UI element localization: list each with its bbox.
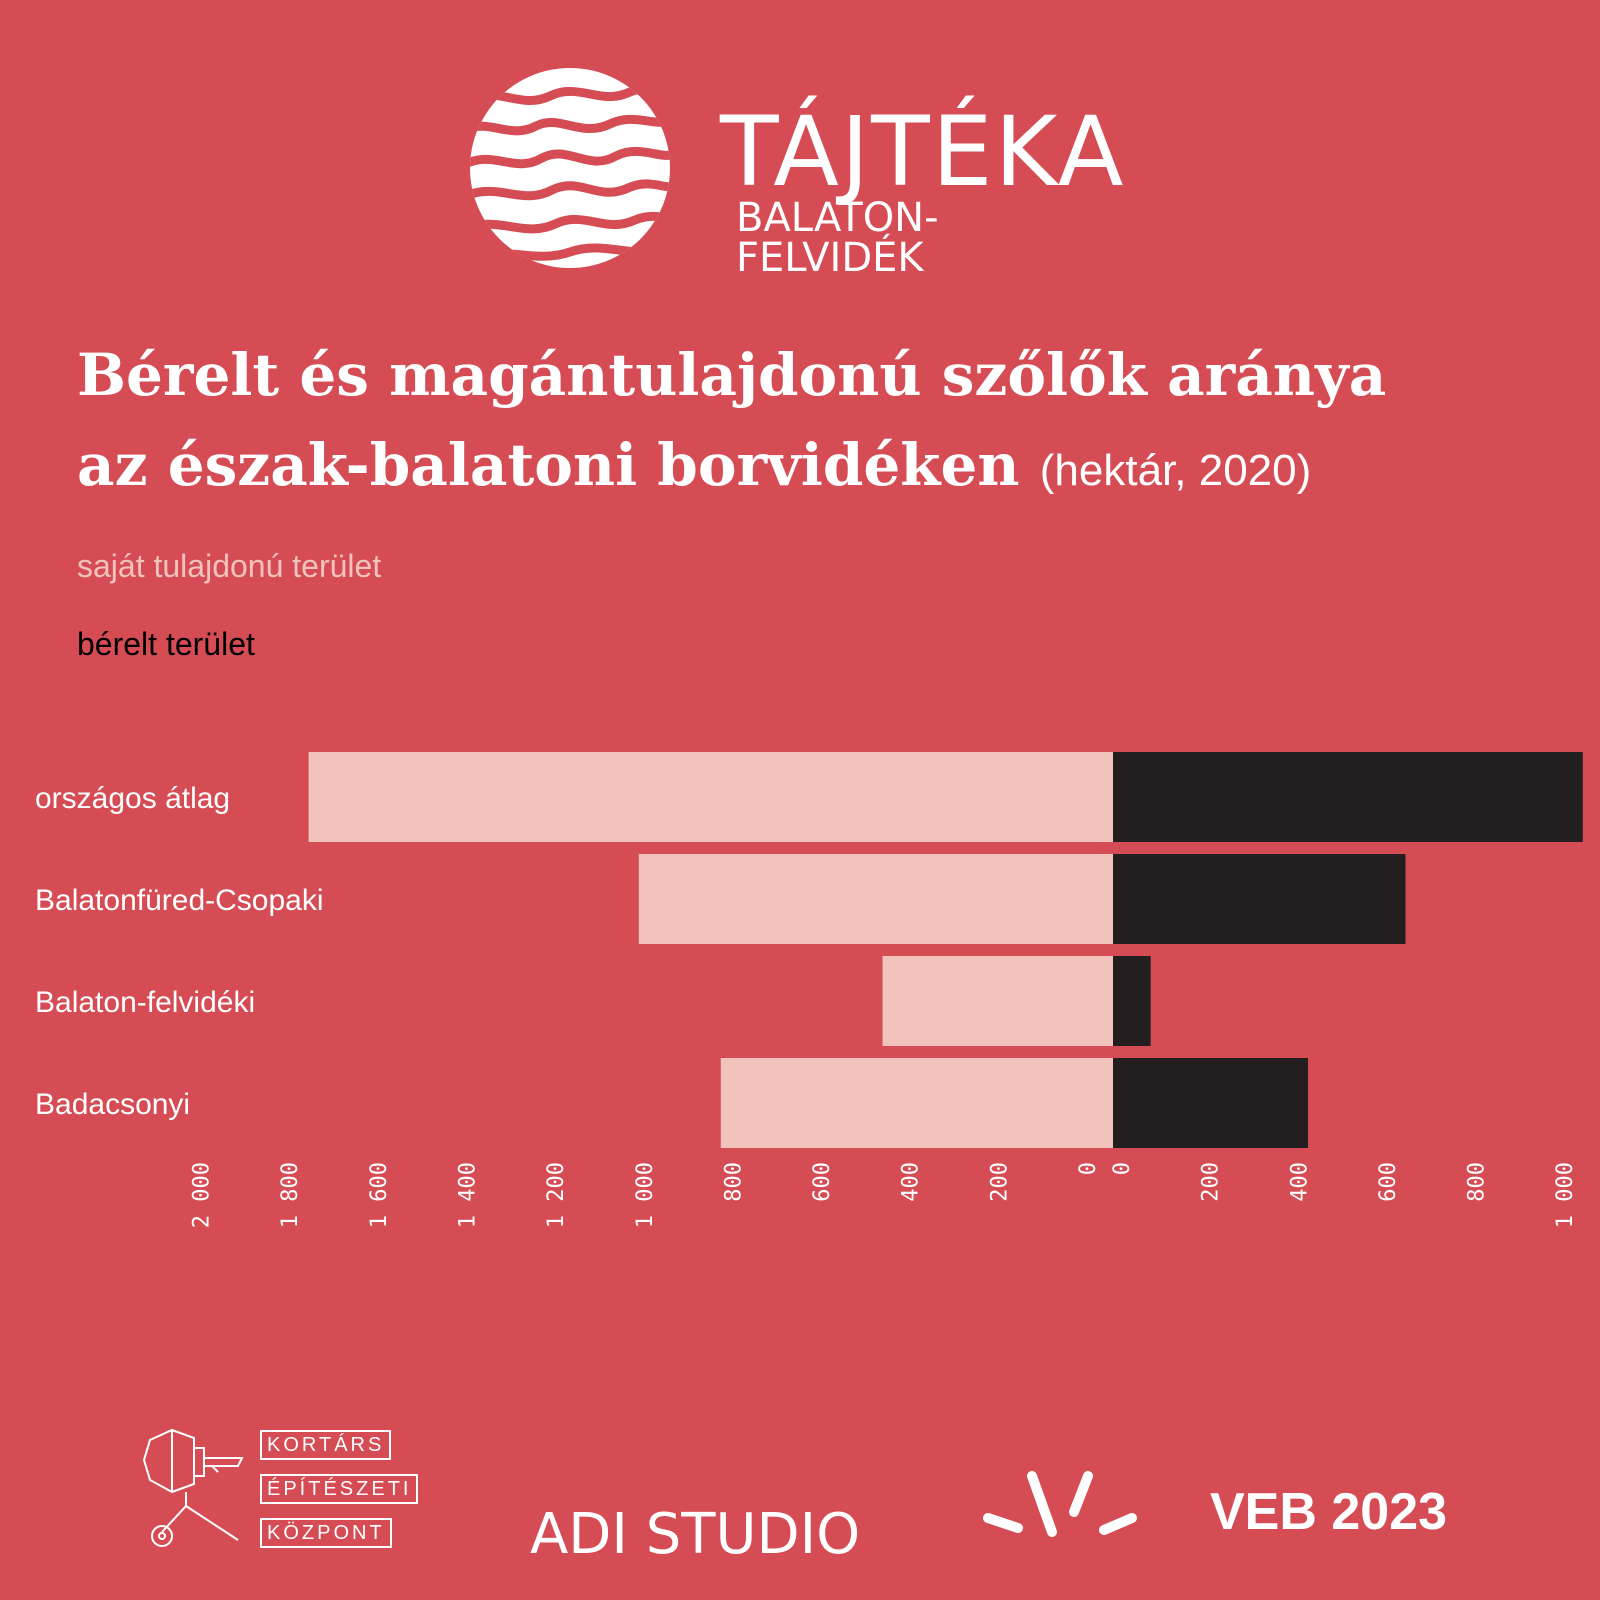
category-label-0: országos átlag (35, 782, 230, 815)
brand-name: TÁJTÉKA (720, 96, 1126, 208)
adi-studio-logo: ADI STUDIO (530, 1502, 861, 1567)
right-tick-label-1: 200 (1199, 1162, 1224, 1202)
legend-rented: bérelt terület (77, 626, 255, 662)
left-tick-label-3: 600 (810, 1162, 835, 1202)
title-line-2-text: az észak-balatoni borvidéken (77, 431, 1020, 499)
bar-own-1 (638, 854, 1113, 944)
category-label-3: Badacsonyi (35, 1088, 190, 1121)
veb-2023-label: VEB 2023 (1210, 1483, 1448, 1541)
category-label-1: Balatonfüred-Csopaki (35, 884, 324, 917)
kez-word-1: KORTÁRS (260, 1430, 392, 1460)
bar-rented-3 (1113, 1058, 1309, 1148)
right-tick-label-5: 1 000 (1553, 1162, 1578, 1228)
left-tick-label-2: 400 (899, 1162, 924, 1202)
kez-word-3: KÖZPONT (260, 1518, 392, 1548)
legend-own: saját tulajdonú terület (77, 548, 382, 584)
right-tick-label-2: 400 (1287, 1162, 1312, 1202)
left-tick-label-0: 0 (1076, 1162, 1101, 1175)
bar-rented-2 (1113, 956, 1151, 1046)
bar-rented-0 (1113, 752, 1583, 842)
left-tick-label-5: 1 000 (633, 1162, 658, 1228)
diverging-bar-chart: országos átlag Balatonfüred-Csopaki Balato… (35, 752, 1583, 1228)
right-tick-label-4: 800 (1465, 1162, 1490, 1202)
bar-rented-1 (1113, 854, 1406, 944)
landscape-circle-icon (470, 68, 670, 268)
right-tick-label-3: 600 (1376, 1162, 1401, 1202)
title-unit: (hektár, 2020) (1039, 446, 1312, 495)
left-tick-label-10: 2 000 (190, 1162, 215, 1228)
left-tick-label-6: 1 200 (544, 1162, 569, 1228)
left-tick-label-1: 200 (987, 1162, 1012, 1202)
title-line-2: az észak-balatoni borvidéken (hektár, 20… (77, 420, 1517, 516)
right-tick-label-0: 0 (1110, 1162, 1135, 1175)
bar-own-2 (882, 956, 1113, 1046)
left-tick-label-9: 1 800 (278, 1162, 303, 1228)
bar-own-3 (720, 1058, 1113, 1148)
left-tick-label-8: 1 600 (367, 1162, 392, 1228)
brand-subtitle: BALATON-FELVIDÉK (736, 195, 939, 281)
kez-word-2: ÉPÍTÉSZETI (260, 1474, 419, 1504)
sunburst-icon (983, 1471, 1137, 1537)
left-tick-label-7: 1 400 (456, 1162, 481, 1228)
title-line-1: Bérelt és magántulajdonú szőlők aránya (77, 341, 1387, 409)
tajteka-logo: TÁJTÉKA BALATON-FELVIDÉK (470, 68, 1123, 278)
category-label-2: Balaton-felvidéki (35, 986, 255, 1019)
bar-own-0 (308, 752, 1113, 842)
chart-title: Bérelt és magántulajdonú szőlők aránya a… (77, 330, 1517, 516)
left-tick-label-4: 800 (721, 1162, 746, 1202)
concrete-mixer-icon (142, 1428, 244, 1547)
